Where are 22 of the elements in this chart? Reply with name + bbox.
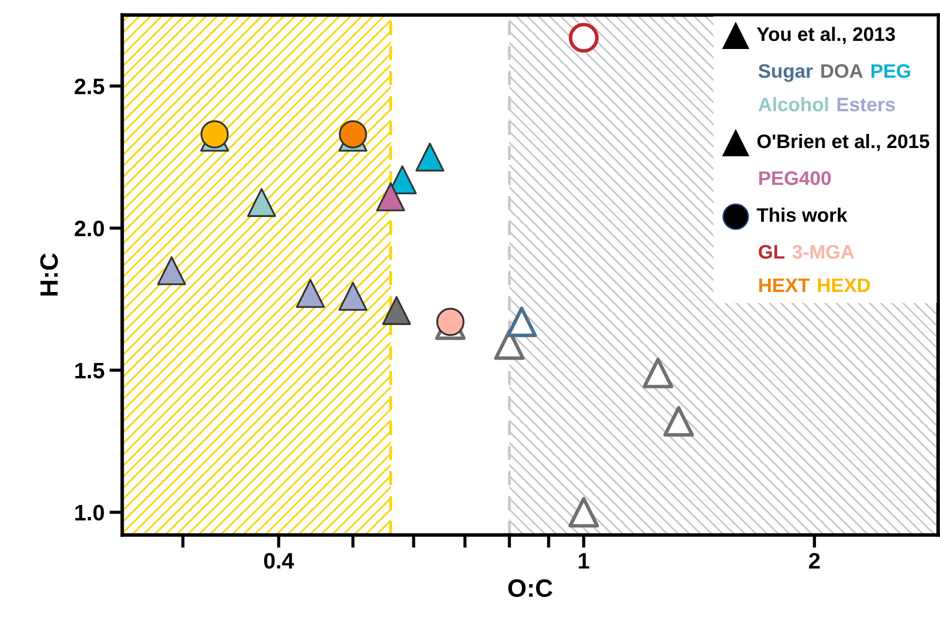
y-tick-label: 2.5 xyxy=(74,78,104,94)
text: HEXT xyxy=(759,278,810,292)
text: Esters xyxy=(837,98,895,112)
y-tick-label: 1.0 xyxy=(75,504,104,521)
text: Sugar xyxy=(758,64,813,82)
text: PEG xyxy=(871,64,910,78)
text: Alcohol xyxy=(758,97,828,112)
text: PEG400 xyxy=(759,171,831,186)
text: GL xyxy=(758,244,784,259)
text: HEXD xyxy=(818,278,870,292)
text: 3-MGA xyxy=(792,244,854,259)
y-axis-title: H:C xyxy=(40,253,58,296)
x-tick-label: 1 xyxy=(578,553,590,568)
x-tick-label: 2 xyxy=(809,552,820,568)
legend-label: You et al., 2013 xyxy=(756,26,895,44)
y-tick-label: 2.0 xyxy=(74,220,104,236)
x-tick-label: 0.4 xyxy=(264,552,294,569)
x-axis-title: O:C xyxy=(508,579,552,597)
legend-label: This work xyxy=(756,208,848,222)
text: DOA xyxy=(821,64,863,78)
legend-label: O'Brien et al., 2015 xyxy=(757,134,930,152)
y-tick-label: 1.5 xyxy=(75,362,104,378)
